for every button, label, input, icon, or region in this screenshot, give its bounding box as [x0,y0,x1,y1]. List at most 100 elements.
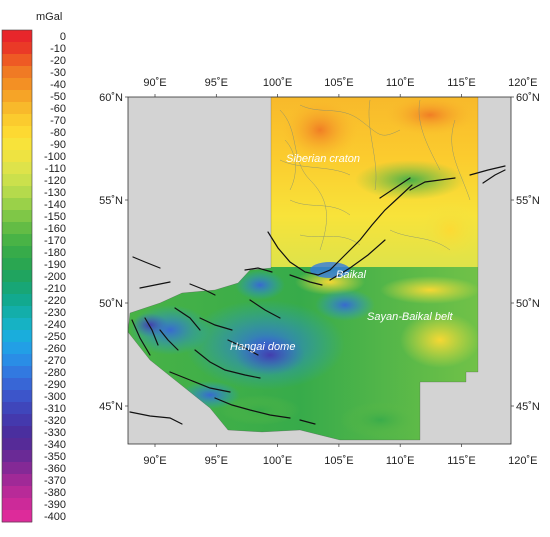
longitude-label-bottom: 95˚E [205,455,228,467]
colorbar-tick-label: -400 [44,511,66,523]
colorbar-tick-label: -290 [44,379,66,391]
colorbar-tick-label: -160 [44,223,66,235]
colorbar-swatch [2,162,32,175]
colorbar-tick-label: -70 [50,115,66,127]
colorbar-swatch [2,438,32,451]
colorbar-tick-label: -190 [44,259,66,271]
colorbar-tick-label: -10 [50,43,66,55]
colorbar-swatches [2,30,32,523]
longitude-label-bottom: 105˚E [324,455,353,467]
colorbar-swatch [2,330,32,343]
colorbar-tick-label: -280 [44,367,66,379]
longitude-label-top: 95˚E [205,77,228,89]
colorbar-swatch [2,462,32,475]
colorbar-swatch [2,186,32,199]
colorbar-swatch [2,30,32,43]
longitude-labels-top: 90˚E 95˚E 100˚E 105˚E 110˚E 115˚E 120˚E [143,77,537,89]
colorbar-tick-label: -240 [44,319,66,331]
colorbar-tick-label: -330 [44,427,66,439]
colorbar-swatch [2,342,32,355]
longitude-labels-bottom: 90˚E 95˚E 100˚E 105˚E 110˚E 115˚E 120˚E [143,455,537,467]
colorbar-swatch [2,174,32,187]
latitude-labels-right: 60˚N 55˚N 50˚N 45˚N [516,92,540,413]
colorbar-tick-label: -270 [44,355,66,367]
colorbar-tick-label: -370 [44,475,66,487]
colorbar-tick-label: -90 [50,139,66,151]
colorbar-swatch [2,486,32,499]
colorbar-swatch [2,246,32,259]
longitude-label-top: 110˚E [386,77,415,89]
colorbar-tick-label: -310 [44,403,66,415]
colorbar-swatch [2,390,32,403]
colorbar-tick-label: -40 [50,79,66,91]
latitude-label-left: 50˚N [99,298,123,310]
fault-lines [129,165,506,425]
latitude-label-right: 50˚N [516,298,540,310]
colorbar-swatch [2,294,32,307]
longitude-label-bottom: 100˚E [263,455,292,467]
colorbar-swatch [2,366,32,379]
colorbar-tick-label: -20 [50,55,66,67]
colorbar-tick-label: -110 [45,163,66,175]
colorbar-tick-label: -120 [44,175,66,187]
colorbar-tick-label: -30 [50,67,66,79]
colorbar-swatch [2,282,32,295]
colorbar-tick-label: -210 [44,283,66,295]
hangai-dome-label: Hangai dome [230,341,295,353]
colorbar-swatch [2,234,32,247]
colorbar-tick-label: -300 [44,391,66,403]
colorbar-swatch [2,378,32,391]
colorbar-tick-label: -350 [44,451,66,463]
colorbar-swatch [2,42,32,55]
colorbar-swatch [2,414,32,427]
colorbar-tick-label: -170 [44,235,66,247]
colorbar-swatch [2,270,32,283]
latitude-label-right: 55˚N [516,195,540,207]
colorbar-tick-label: -100 [44,151,66,163]
colorbar-swatch [2,222,32,235]
colorbar-tick-label: -220 [44,295,66,307]
colorbar-tick-label: -200 [44,271,66,283]
latitude-label-right: 45˚N [516,401,540,413]
sayan-baikal-belt-label: Sayan-Baikal belt [367,311,454,323]
siberian-craton-label: Siberian craton [286,153,360,165]
colorbar-swatch [2,114,32,127]
longitude-label-top: 120˚E [508,77,537,89]
colorbar-swatch [2,474,32,487]
longitude-label-top: 115˚E [447,77,476,89]
colorbar-swatch [2,138,32,151]
colorbar-swatch [2,426,32,439]
map-panel: 90˚E 95˚E 100˚E 105˚E 110˚E 115˚E 120˚E 90˚E 95… [99,77,540,467]
colorbar-tick-label: -320 [44,415,66,427]
colorbar-swatch [2,90,32,103]
longitude-label-bottom: 90˚E [143,455,166,467]
colorbar-swatch [2,402,32,415]
river-network [279,99,471,251]
colorbar-swatch [2,450,32,463]
colorbar-tick-label: -390 [44,499,66,511]
latitude-label-left: 60˚N [99,92,123,104]
colorbar: mGal 0-10-20-30-40-50-60-70-80-90-100-11… [1,11,66,523]
colorbar-tick-label: -140 [44,199,66,211]
colorbar-tick-label: 0 [60,31,66,43]
colorbar-tick-label: -130 [44,187,66,199]
colorbar-tick-label: -250 [44,331,66,343]
colorbar-tick-label: -50 [50,91,66,103]
longitude-label-top: 100˚E [263,77,292,89]
latitude-label-left: 55˚N [99,195,123,207]
latitude-labels-left: 60˚N 55˚N 50˚N 45˚N [99,92,123,413]
colorbar-swatch [2,198,32,211]
colorbar-tick-label: -380 [44,487,66,499]
colorbar-frame [1,29,33,523]
longitude-label-top: 105˚E [324,77,353,89]
colorbar-swatch [2,66,32,79]
colorbar-tick-label: -180 [44,247,66,259]
colorbar-tick-label: -230 [44,307,66,319]
colorbar-swatch [2,54,32,67]
colorbar-swatch [2,102,32,115]
colorbar-swatch [2,210,32,223]
colorbar-tick-labels: 0-10-20-30-40-50-60-70-80-90-100-110-120… [44,31,66,523]
colorbar-tick-label: -340 [44,439,66,451]
longitude-label-bottom: 110˚E [386,455,415,467]
